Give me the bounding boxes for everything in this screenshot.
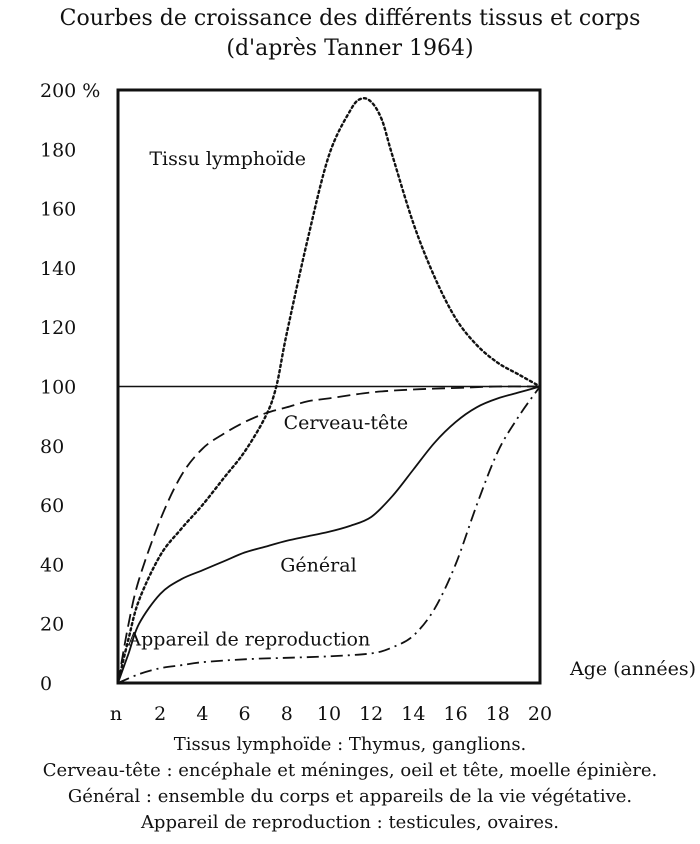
y-tick-label: 0 xyxy=(40,673,52,695)
x-tick-label: 16 xyxy=(444,703,468,725)
x-tick-label: 10 xyxy=(317,703,341,725)
series-line-general xyxy=(117,385,541,684)
y-tick-label: 100 xyxy=(40,377,76,399)
chart-subtitle: (d'après Tanner 1964) xyxy=(226,36,474,61)
curve-label-cerveau-tete: Cerveau-tête xyxy=(284,412,409,434)
y-tick-label: 160 xyxy=(40,199,76,221)
series-line-tissu-lymphoide xyxy=(116,97,542,685)
x-tick-label: n xyxy=(110,703,122,725)
x-tick-label: 8 xyxy=(281,703,293,725)
series-line-cerveau-tete xyxy=(117,385,541,684)
x-tick-label: 6 xyxy=(239,703,251,725)
y-tick-label: 80 xyxy=(40,436,64,458)
legend-note-reproduction: Appareil de reproduction : testicules, o… xyxy=(140,812,560,833)
x-tick-label: 4 xyxy=(196,703,208,725)
growth-curves-chart: 0 20 40 60 80 100 120 140 160 180 200 % n 2 4 6 8 10 12 14… xyxy=(40,80,696,725)
y-tick-label: 20 xyxy=(40,614,64,636)
x-tick-label: 14 xyxy=(401,703,425,725)
curve-label-general: Général xyxy=(280,554,356,576)
x-axis-label: Age (années) xyxy=(569,658,696,680)
legend-note-general: Général : ensemble du corps et appareils… xyxy=(67,786,633,807)
legend-note-brain-head: Cerveau-tête : encéphale et méninges, oe… xyxy=(42,760,658,781)
y-tick-label: 200 % xyxy=(40,80,100,102)
x-tick-label: 18 xyxy=(486,703,510,725)
x-tick-label: 20 xyxy=(528,703,552,725)
legend-notes: Tissus lymphoïde : Thymus, ganglions. Ce… xyxy=(0,732,700,836)
y-tick-label: 60 xyxy=(40,495,64,517)
chart-title-block: Courbes de croissance des différents tis… xyxy=(0,4,700,64)
legend-note-lymphoid: Tissus lymphoïde : Thymus, ganglions. xyxy=(173,734,527,755)
x-tick-label: 2 xyxy=(154,703,166,725)
y-tick-label: 180 xyxy=(40,139,76,161)
y-tick-label: 40 xyxy=(40,554,64,576)
curve-label-tissu-lymphoide: Tissu lymphoïde xyxy=(149,148,306,170)
chart-title: Courbes de croissance des différents tis… xyxy=(59,6,641,31)
y-tick-label: 120 xyxy=(40,317,76,339)
y-tick-label: 140 xyxy=(40,258,76,280)
series-line-appareil-de-reproduction xyxy=(117,385,541,684)
curve-label-appareil-de-reproduction: Appareil de reproduction xyxy=(126,629,370,651)
x-tick-label: 12 xyxy=(359,703,383,725)
